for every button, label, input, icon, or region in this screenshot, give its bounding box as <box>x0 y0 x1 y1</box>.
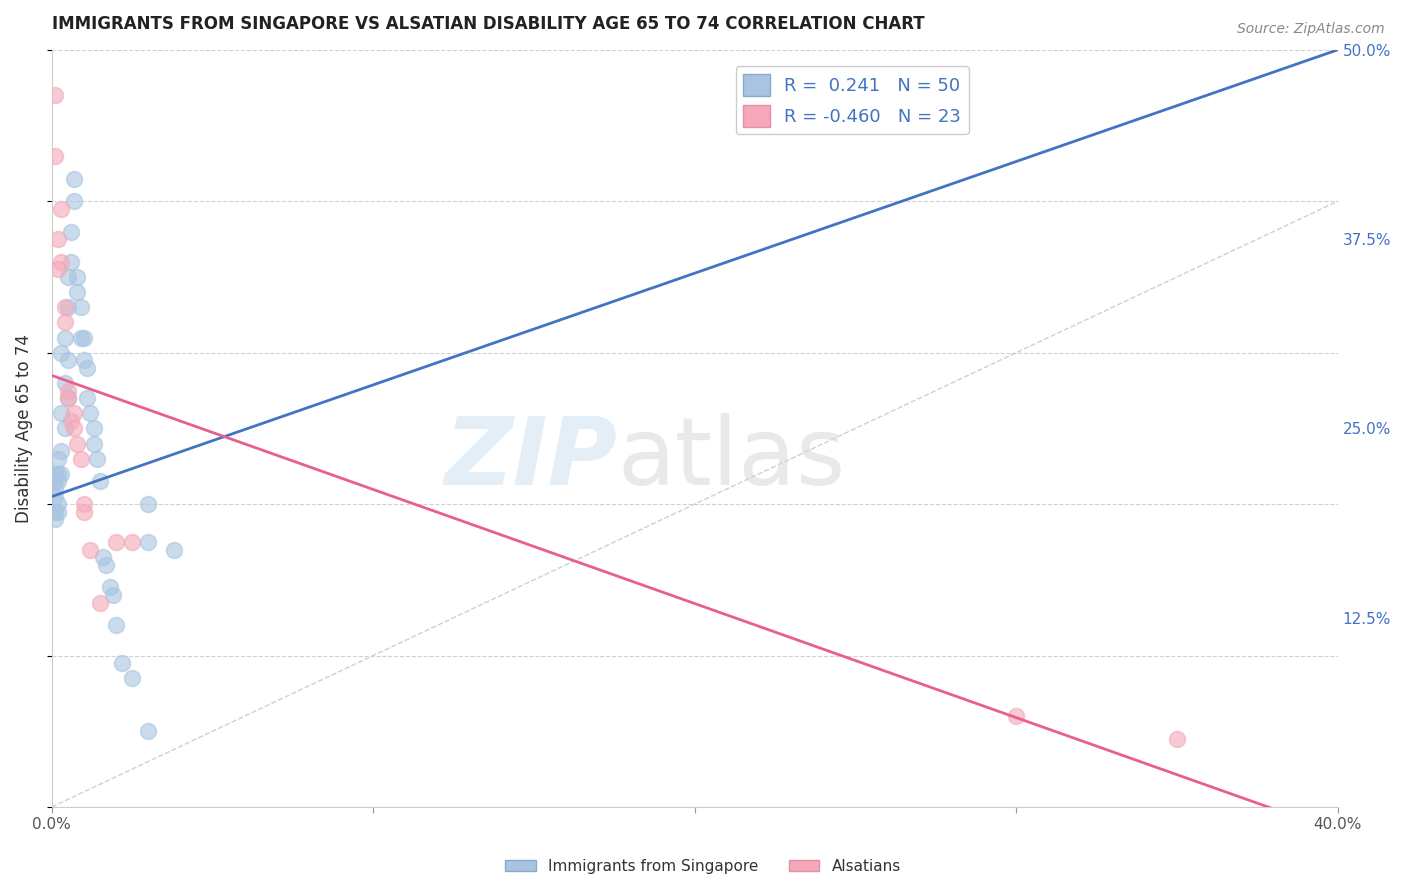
Point <box>63 421 86 435</box>
Point <box>46 262 69 277</box>
Point <box>46 505 69 519</box>
Point <box>51 255 73 269</box>
Point <box>69 300 91 314</box>
Point <box>101 588 124 602</box>
Point <box>46 451 69 466</box>
Point <box>69 330 91 344</box>
Point <box>53 421 76 435</box>
Point <box>66 270 89 285</box>
Text: IMMIGRANTS FROM SINGAPORE VS ALSATIAN DISABILITY AGE 65 TO 74 CORRELATION CHART: IMMIGRANTS FROM SINGAPORE VS ALSATIAN DI… <box>52 15 924 33</box>
Point <box>79 542 101 557</box>
Point <box>136 535 159 549</box>
Text: Source: ZipAtlas.com: Source: ZipAtlas.com <box>1237 22 1385 37</box>
Text: atlas: atlas <box>617 413 846 505</box>
Point <box>83 421 105 435</box>
Point <box>76 391 98 405</box>
Point <box>98 581 121 595</box>
Point <box>46 467 69 481</box>
Point <box>163 542 186 557</box>
Point <box>44 490 66 504</box>
Point <box>44 149 66 163</box>
Point <box>66 436 89 450</box>
Point <box>63 406 86 420</box>
Point <box>56 391 79 405</box>
Point <box>96 558 118 572</box>
Point <box>44 512 66 526</box>
Point <box>56 384 79 398</box>
Point <box>46 475 69 489</box>
Point <box>53 315 76 329</box>
Point <box>53 300 76 314</box>
Point <box>44 505 66 519</box>
Point <box>121 535 143 549</box>
Point <box>1005 709 1028 723</box>
Point <box>105 535 128 549</box>
Point <box>44 482 66 496</box>
Point <box>51 467 73 481</box>
Point <box>79 406 101 420</box>
Legend: Immigrants from Singapore, Alsatians: Immigrants from Singapore, Alsatians <box>499 853 907 880</box>
Text: ZIP: ZIP <box>444 413 617 505</box>
Point <box>51 202 73 216</box>
Point <box>73 330 96 344</box>
Point <box>66 285 89 299</box>
Point <box>56 391 79 405</box>
Point <box>136 497 159 511</box>
Point <box>60 225 83 239</box>
Point <box>73 505 96 519</box>
Point <box>1166 731 1188 746</box>
Point <box>89 475 111 489</box>
Point <box>60 414 83 428</box>
Legend: R =  0.241   N = 50, R = -0.460   N = 23: R = 0.241 N = 50, R = -0.460 N = 23 <box>735 66 969 134</box>
Point <box>111 656 134 670</box>
Y-axis label: Disability Age 65 to 74: Disability Age 65 to 74 <box>15 334 32 523</box>
Point <box>46 232 69 246</box>
Point <box>105 618 128 632</box>
Point <box>76 360 98 375</box>
Point <box>51 444 73 458</box>
Point <box>73 497 96 511</box>
Point <box>46 497 69 511</box>
Point <box>51 406 73 420</box>
Point <box>44 467 66 481</box>
Point <box>56 353 79 368</box>
Point <box>56 300 79 314</box>
Point <box>69 451 91 466</box>
Point <box>89 596 111 610</box>
Point <box>51 345 73 359</box>
Point <box>121 671 143 685</box>
Point <box>53 376 76 390</box>
Point <box>136 724 159 739</box>
Point <box>63 171 86 186</box>
Point <box>44 475 66 489</box>
Point <box>53 330 76 344</box>
Point <box>56 270 79 285</box>
Point <box>83 436 105 450</box>
Point <box>60 255 83 269</box>
Point <box>73 353 96 368</box>
Point <box>44 88 66 103</box>
Point <box>63 194 86 209</box>
Point <box>91 550 114 565</box>
Point <box>86 451 108 466</box>
